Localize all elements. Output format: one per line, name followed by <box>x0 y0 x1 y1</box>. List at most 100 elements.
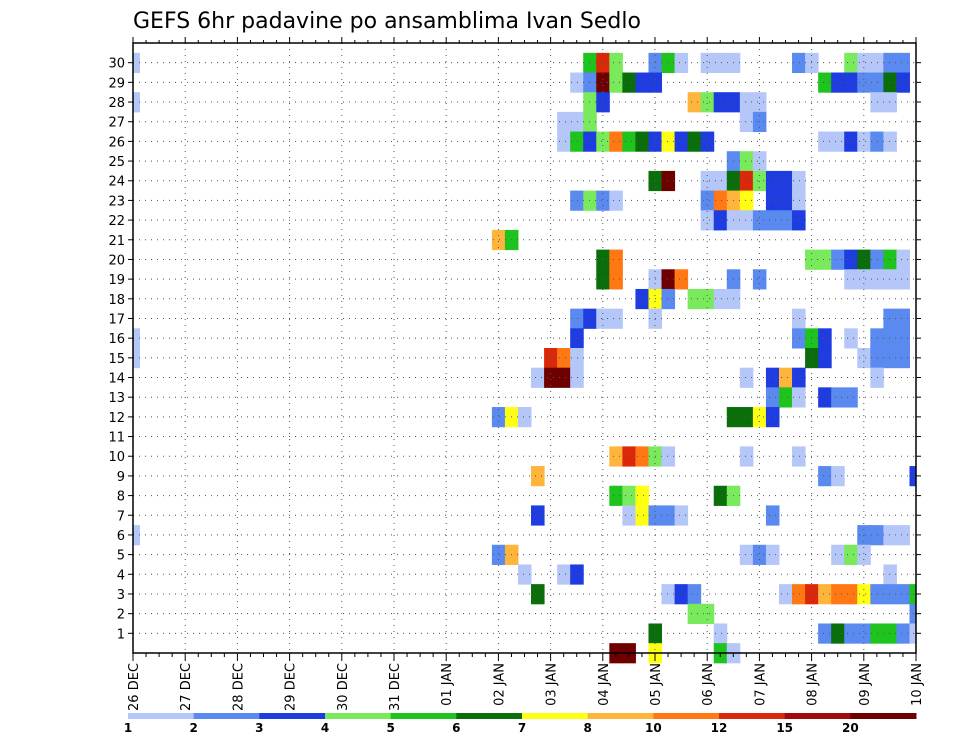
heatmap-cell <box>739 190 754 211</box>
heatmap-cell <box>596 190 610 211</box>
colorbar-label: 2 <box>189 721 197 735</box>
heatmap-cell <box>844 623 858 644</box>
y-tick-label: 3 <box>117 588 125 603</box>
heatmap-cell <box>544 367 558 388</box>
axes: 1234567891011121314151617181920212223242… <box>108 37 925 711</box>
colorbar-swatch <box>719 713 786 719</box>
x-tick-label: 26 DEC <box>127 663 142 711</box>
heatmap-cell <box>713 623 728 644</box>
colorbar-swatch <box>784 713 851 719</box>
colorbar-swatch <box>193 713 260 719</box>
heatmap-cell <box>570 111 584 133</box>
heatmap-cell <box>700 52 715 74</box>
x-tick-label: 27 DEC <box>179 663 194 711</box>
heatmap-cell <box>765 407 780 428</box>
heatmap-cell <box>896 525 910 546</box>
heatmap-cell <box>883 131 897 152</box>
heatmap-cell <box>857 52 871 74</box>
heatmap-cell <box>818 623 832 644</box>
heatmap-cell <box>765 505 780 526</box>
heatmap-cell <box>909 466 917 487</box>
heatmap-cell <box>831 131 845 152</box>
y-tick-label: 12 <box>108 411 125 426</box>
heatmap-cell <box>674 131 689 152</box>
heatmap-cell <box>635 72 649 93</box>
y-tick-label: 23 <box>108 194 125 209</box>
heatmap-cell <box>818 249 832 270</box>
heatmap-cell <box>883 525 897 546</box>
heatmap-cell <box>583 72 597 93</box>
heatmap-cell <box>792 387 806 408</box>
heatmap-cell <box>844 249 858 270</box>
heatmap-cell <box>531 367 545 388</box>
heatmap-cell <box>622 505 636 526</box>
y-tick-label: 14 <box>108 372 125 387</box>
heatmap-cell <box>792 52 806 74</box>
heatmap-cell <box>844 584 858 605</box>
heatmap-cell <box>896 623 910 644</box>
colorbar-label: 10 <box>645 721 662 735</box>
heatmap-cell <box>739 92 754 113</box>
y-tick-label: 6 <box>117 529 125 544</box>
heatmap-cell <box>622 485 636 506</box>
heatmap-cell <box>844 52 858 74</box>
heatmap-cell <box>857 348 871 369</box>
heatmap-cell <box>857 269 871 290</box>
heatmap-cell <box>909 584 917 605</box>
colorbar-swatch <box>259 713 326 719</box>
heatmap-cell <box>831 387 845 408</box>
y-tick-label: 28 <box>108 96 125 111</box>
heatmap-cell <box>778 367 793 388</box>
heatmap-cell <box>909 603 917 624</box>
colorbar-label: 20 <box>842 721 859 735</box>
heatmap-cell <box>570 190 584 211</box>
heatmap-cell <box>133 525 141 546</box>
heatmap-cell <box>818 584 832 605</box>
heatmap-cell <box>596 131 610 152</box>
heatmap-cell <box>133 92 141 113</box>
heatmap-cells <box>133 52 917 664</box>
heatmap-cell <box>765 210 780 231</box>
heatmap-cell <box>635 446 649 467</box>
heatmap-cell <box>700 170 715 192</box>
heatmap-cell <box>622 72 636 93</box>
y-tick-label: 15 <box>108 352 125 367</box>
heatmap-cell <box>133 348 141 369</box>
heatmap-cell <box>609 131 623 152</box>
heatmap-cell <box>857 544 871 565</box>
heatmap-cell <box>909 623 917 644</box>
heatmap-cell <box>596 92 610 113</box>
heatmap-cell <box>896 348 910 369</box>
x-tick-label: 09 JAN <box>858 663 873 706</box>
heatmap-cell <box>570 367 584 388</box>
heatmap-cell <box>778 387 793 408</box>
heatmap-cell <box>700 92 715 113</box>
heatmap-cell <box>883 72 897 93</box>
y-tick-label: 24 <box>108 175 125 190</box>
heatmap-cell <box>883 564 897 585</box>
heatmap-cell <box>818 72 832 93</box>
y-tick-label: 27 <box>108 116 125 131</box>
heatmap-cell <box>883 623 897 644</box>
y-tick-label: 17 <box>108 312 125 327</box>
heatmap-cell <box>635 485 649 506</box>
y-tick-label: 4 <box>117 568 125 583</box>
heatmap-cell <box>739 446 754 467</box>
heatmap-cell <box>635 505 649 526</box>
heatmap-cell <box>752 151 767 172</box>
heatmap-cell <box>857 623 871 644</box>
y-tick-label: 2 <box>117 608 125 623</box>
heatmap-cell <box>491 544 506 565</box>
heatmap-cell <box>713 170 728 192</box>
heatmap-cell <box>844 544 858 565</box>
heatmap-cell <box>883 269 897 290</box>
heatmap-cell <box>674 269 689 290</box>
heatmap-cell <box>674 584 689 605</box>
heatmap-cell <box>792 308 806 329</box>
colorbar-label: 15 <box>776 721 793 735</box>
colorbar-swatch <box>325 713 392 719</box>
heatmap-cell <box>622 446 636 467</box>
colorbar-label: 8 <box>583 721 591 735</box>
y-tick-label: 16 <box>108 332 125 347</box>
heatmap-cell <box>635 131 649 152</box>
